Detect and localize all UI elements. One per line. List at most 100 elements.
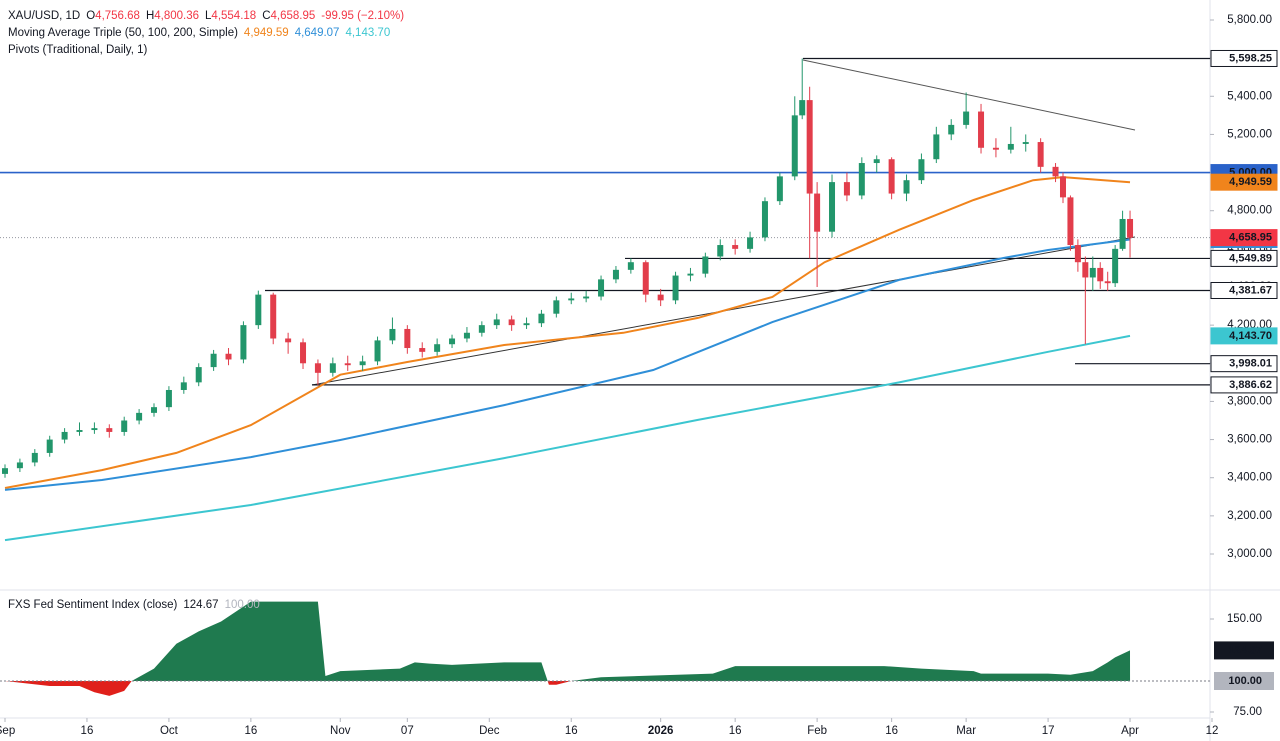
x-tick-label: 12 [1206, 725, 1219, 737]
candle-body [463, 332, 470, 339]
candle-body [538, 313, 545, 324]
candle-body [672, 275, 679, 301]
main-pane [0, 57, 1210, 542]
pivots-title: Pivots (Traditional, Daily, 1) [8, 44, 147, 56]
candle-body [136, 412, 143, 421]
candle-body [702, 256, 709, 274]
candle-body [963, 111, 970, 125]
y-tick-label: 75.00 [1233, 706, 1262, 718]
candle-body [612, 269, 619, 280]
legend-line: FXS Fed Sentiment Index (close) 124.67 100… [8, 599, 260, 611]
candle-body [873, 159, 880, 164]
candle-body [992, 147, 999, 150]
candle-body [829, 182, 836, 232]
candle-body [389, 328, 396, 341]
ohlc-value: 4,658.95 [271, 10, 316, 22]
last-value-tag: 124.67 [1228, 644, 1262, 656]
candle-body [657, 294, 664, 301]
candle-body [791, 115, 798, 177]
candle-body [121, 420, 128, 432]
x-tick-label: 16 [565, 725, 578, 737]
ohlc-key: H [146, 10, 154, 22]
x-tick-label: Sep [0, 725, 15, 737]
baseline-tag-bg [1214, 672, 1274, 690]
x-tick-label: 16 [81, 725, 94, 737]
candle-body [627, 262, 634, 270]
level-tag: 3,886.62 [1229, 379, 1272, 391]
moving-average-line [4, 334, 1131, 542]
last-value-tag-bg [1214, 641, 1274, 660]
candle-body [31, 452, 38, 463]
candle-body [799, 100, 806, 116]
x-tick-label: 07 [401, 725, 414, 737]
y-tick-label: 150.00 [1227, 613, 1262, 625]
ohlc-key: O [86, 10, 95, 22]
ohlc-value: 4,756.68 [95, 10, 140, 22]
ohlc-value: 4,800.36 [154, 10, 199, 22]
indicator-title: FXS Fed Sentiment Index (close) [8, 599, 178, 611]
candle-body [404, 328, 411, 349]
moving-average-line [4, 176, 1131, 489]
y-tick-label: 3,600.00 [1227, 434, 1272, 446]
level-tag-bg [1210, 281, 1278, 299]
sentiment-area-negative [5, 681, 1131, 696]
candle-body [270, 294, 277, 339]
candle-body [165, 389, 172, 408]
candle-body [1037, 142, 1044, 167]
candle-body [918, 159, 925, 181]
candle-body [843, 182, 850, 196]
candle-body [329, 363, 336, 373]
candle-body [61, 431, 68, 440]
candle-body [583, 296, 590, 299]
level-tag: 5,598.25 [1229, 52, 1272, 64]
candle-body [1067, 197, 1074, 246]
ma-value: 4,649.07 [295, 27, 340, 39]
candle-body [151, 407, 158, 413]
y-tick-label: 4,800.00 [1227, 205, 1272, 217]
ohlc-key: L [205, 10, 212, 22]
close-tag-bg [1210, 229, 1278, 247]
candle-body [374, 340, 381, 362]
candle-body [1082, 262, 1089, 278]
candle-body [1089, 267, 1096, 278]
candle-body [553, 300, 560, 314]
candle-body [2, 468, 8, 474]
candle-body [568, 298, 575, 301]
candle-body [1074, 245, 1081, 263]
baseline-tag: 100.00 [1228, 675, 1262, 687]
ohlc-value: 4,554.18 [211, 10, 256, 22]
candle-body [598, 279, 605, 297]
candle-body [806, 100, 813, 194]
candle-body [761, 201, 768, 238]
candle-body [16, 462, 23, 469]
candle-body [687, 273, 694, 276]
candle-body [1127, 218, 1134, 238]
level-tag: 4,381.67 [1229, 284, 1272, 296]
x-tick-label: 17 [1042, 725, 1055, 737]
trend-line [802, 59, 1136, 131]
candle-body [106, 428, 113, 432]
candle-body [523, 323, 530, 326]
ma-tag-bg [1210, 327, 1278, 345]
candle-body [240, 325, 247, 360]
x-tick-label: 16 [885, 725, 898, 737]
indicator-title: Moving Average Triple (50, 100, 200, Sim… [8, 27, 238, 39]
candle-body [508, 319, 515, 326]
y-tick-label: 3,800.00 [1227, 395, 1272, 407]
candle-body [46, 439, 53, 453]
candle-body [1119, 218, 1126, 249]
x-tick-label: Oct [160, 725, 179, 737]
x-tick-label: Feb [807, 725, 827, 737]
candle-body [1052, 166, 1059, 177]
candle-body [1059, 176, 1066, 198]
candle-body [255, 294, 262, 326]
candle-body [449, 338, 456, 345]
candle-body [434, 344, 441, 352]
candle-body [180, 382, 187, 390]
candle-body [314, 363, 321, 373]
level-tag-bg [1210, 376, 1278, 394]
candle-body [642, 262, 649, 295]
y-tick-label: 3,000.00 [1227, 548, 1272, 560]
